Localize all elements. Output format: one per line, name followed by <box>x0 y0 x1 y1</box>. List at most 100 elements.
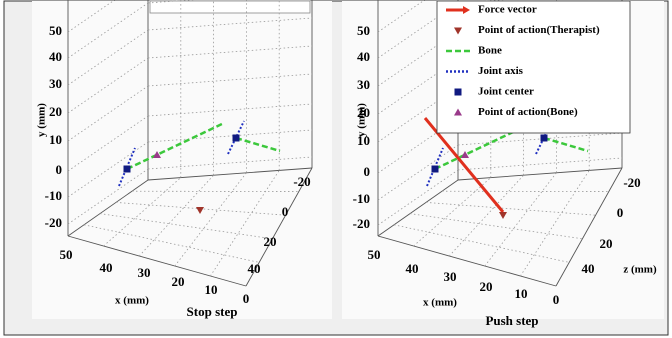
y-tick-label: 10 <box>357 133 370 148</box>
grid-line <box>67 115 149 172</box>
grid-line <box>67 85 149 142</box>
y-tick-label: 50 <box>49 23 62 38</box>
y-tick-label: -10 <box>45 188 62 203</box>
box-edge <box>457 167 623 181</box>
y-tick-label: 30 <box>49 76 62 91</box>
z-tick-label: 40 <box>582 261 595 276</box>
grid-line <box>413 177 492 247</box>
y-tick-label: 20 <box>49 104 62 119</box>
grid-line <box>377 0 426 33</box>
joint-center <box>123 165 131 173</box>
y-tick-label: 20 <box>357 105 370 120</box>
y-tick-label: 50 <box>357 23 370 38</box>
grid-line <box>67 57 149 114</box>
point-bone <box>461 151 469 158</box>
x-tick-label: 40 <box>100 260 113 275</box>
x-tick-label: 0 <box>553 292 560 307</box>
x-tick-label: 10 <box>205 282 218 297</box>
y-tick-label: -20 <box>353 216 370 231</box>
grid-line <box>425 202 596 216</box>
grid-line <box>210 170 280 277</box>
x-tick-label: 10 <box>515 286 528 301</box>
grid-line <box>147 129 313 143</box>
x-tick-label: 30 <box>138 265 151 280</box>
x-tick-label: 20 <box>172 274 185 289</box>
grid-line <box>147 156 313 170</box>
grid-line <box>67 29 149 86</box>
y-tick-label: 10 <box>49 132 62 147</box>
grid-line <box>147 73 313 87</box>
legend-label: Force vector <box>478 4 537 16</box>
grid-line <box>147 17 313 31</box>
grid-line <box>393 224 570 263</box>
legend-label: Point of action(Bone) <box>478 106 578 118</box>
markers <box>423 117 589 219</box>
z-tick-label: 20 <box>600 236 613 251</box>
y-tick-label: 30 <box>357 77 370 92</box>
joint-center <box>232 134 240 142</box>
grid-line <box>520 170 590 277</box>
grid-line <box>67 168 149 225</box>
x-tick-label: 50 <box>368 247 381 262</box>
grid-line <box>147 103 313 117</box>
legend-label: Bone <box>478 45 502 57</box>
bone <box>235 136 281 153</box>
legend-label: Joint center <box>478 86 534 98</box>
point-therapist <box>454 27 462 35</box>
y-tick-label: 0 <box>364 164 371 179</box>
x-tick-label: 20 <box>480 279 493 294</box>
z-tick-label: 0 <box>617 205 624 220</box>
x-tick-label: 0 <box>243 291 250 306</box>
point-therapist <box>196 207 204 214</box>
joint-center <box>431 165 439 173</box>
joint-center <box>454 88 462 96</box>
box-edge <box>377 235 557 287</box>
z-tick-label: 0 <box>282 204 289 219</box>
y-tick-label: -20 <box>45 215 62 230</box>
box-edge <box>147 167 313 181</box>
arrow-head <box>463 6 470 14</box>
markers <box>118 120 281 214</box>
legend-label: Point of action(Therapist) <box>478 24 600 36</box>
z-tick-label: -20 <box>293 174 310 189</box>
box-edge <box>245 167 313 287</box>
box-edge <box>67 179 149 237</box>
grid-line <box>99 213 273 240</box>
y-tick-label: 40 <box>49 49 62 64</box>
box-edge <box>377 179 459 237</box>
grid-line <box>377 144 459 201</box>
box-edge <box>555 167 623 287</box>
joint-center <box>540 134 548 142</box>
z-tick-label: -20 <box>623 175 640 190</box>
grid-line <box>67 0 116 33</box>
legend: Force vector Point of action(Therapist) Bo… <box>436 0 631 134</box>
legend-remnant <box>149 0 311 14</box>
y-axis-label: y (mm) <box>356 103 368 137</box>
grid-line <box>83 224 260 263</box>
grid-line <box>457 157 623 171</box>
legend-box <box>436 0 631 134</box>
caption: Push step <box>485 313 538 328</box>
bone <box>543 136 589 153</box>
point-bone <box>454 108 462 116</box>
grid-line <box>409 213 583 240</box>
grid-line <box>103 177 182 247</box>
grid-line <box>67 141 149 198</box>
box-edge <box>67 235 247 287</box>
y-tick-label: 0 <box>56 162 63 177</box>
x-axis-label: x (mm) <box>423 297 457 309</box>
x-tick-label: 40 <box>406 261 419 276</box>
y-axis-label: y (mm) <box>36 103 48 137</box>
grid-line <box>147 45 313 59</box>
point-therapist <box>499 212 507 219</box>
z-tick-label: 20 <box>264 234 277 249</box>
caption: Stop step <box>187 304 238 319</box>
x-tick-label: 50 <box>60 247 73 262</box>
z-axis-label: z (mm) <box>623 264 657 276</box>
grid-line <box>457 132 623 146</box>
legend-label: Joint axis <box>478 65 524 77</box>
point-bone <box>153 151 161 158</box>
z-tick-label: 40 <box>248 261 261 276</box>
